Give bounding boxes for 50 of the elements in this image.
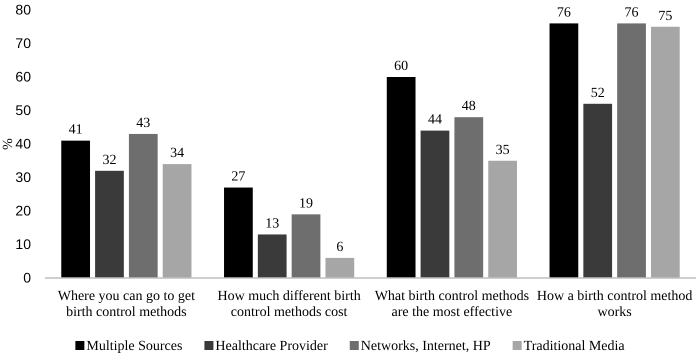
legend-label: Healthcare Provider — [215, 339, 328, 354]
y-tick-label: 10 — [15, 236, 32, 252]
bar — [550, 23, 578, 278]
bar — [162, 164, 192, 278]
y-tick-label: 60 — [15, 68, 32, 84]
y-axis-title: % — [1, 138, 16, 150]
bar — [325, 258, 354, 278]
legend-label: Traditional Media — [524, 339, 626, 354]
bar — [617, 23, 646, 278]
bar — [61, 140, 90, 278]
data-label: 75 — [658, 8, 672, 24]
data-label: 41 — [68, 122, 83, 138]
bar — [224, 188, 253, 278]
x-tick-label: How much different birth control methods cost — [218, 289, 361, 320]
bar — [258, 234, 287, 278]
bar — [128, 134, 158, 278]
bar — [454, 117, 484, 278]
data-label: 6 — [336, 240, 344, 255]
bar — [650, 26, 680, 278]
y-tick-label: 0 — [23, 269, 32, 286]
bar — [488, 160, 517, 278]
y-tick-label: 70 — [15, 34, 32, 51]
y-tick-label: 80 — [15, 1, 32, 18]
data-label: 60 — [394, 59, 408, 74]
data-label: 34 — [170, 146, 184, 162]
legend-label: Multiple Sources — [86, 339, 182, 354]
data-label: 32 — [102, 152, 116, 168]
bar — [95, 170, 124, 278]
data-label: 13 — [265, 216, 280, 232]
data-label: 48 — [462, 99, 476, 114]
data-label: 27 — [231, 170, 246, 185]
y-tick-label: 20 — [15, 202, 32, 218]
y-tick-label: 50 — [15, 102, 32, 118]
data-label: 43 — [136, 116, 150, 131]
x-tick-label: Where you can go to get birth control methods — [58, 289, 196, 320]
legend-label: Networks, Internet, HP — [360, 339, 491, 354]
y-tick-label: 30 — [15, 168, 32, 185]
data-label: 76 — [556, 5, 571, 20]
data-label: 52 — [590, 86, 605, 101]
data-label: 19 — [299, 196, 314, 212]
x-tick-label: How a birth control method works — [536, 289, 692, 320]
bar — [420, 130, 450, 278]
y-tick-label: 40 — [15, 135, 32, 152]
data-label: 76 — [624, 5, 639, 20]
x-tick-label: What birth control methods are the most effective — [374, 289, 530, 320]
data-label: 44 — [428, 112, 442, 128]
bar — [292, 214, 320, 278]
data-label: 35 — [496, 142, 510, 158]
bar — [386, 77, 416, 278]
bar — [583, 104, 612, 278]
